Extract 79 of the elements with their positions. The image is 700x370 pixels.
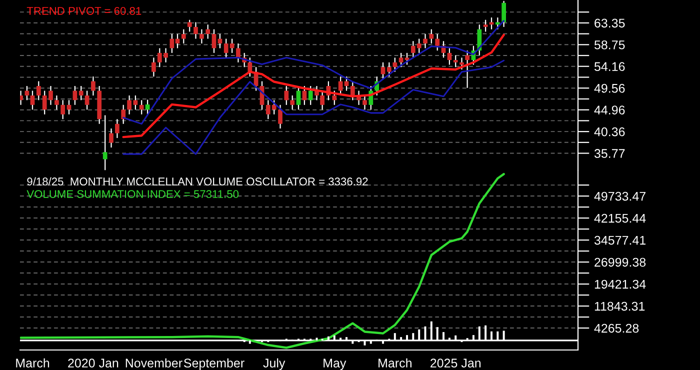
text: VOLUME SUMMATION INDEX = 57311.50	[26, 190, 239, 198]
candlestick	[429, 28, 434, 44]
candlestick	[380, 62, 386, 80]
candlestick	[78, 85, 84, 101]
candlestick	[60, 100, 66, 120]
candlestick	[290, 94, 295, 110]
candlestick	[308, 85, 313, 106]
x-tick-label: 2020 Jan	[68, 358, 118, 368]
text: 9/18/25 MONTHLY MCCLELLAN VOLUME OSCILLATOR = 3336.92	[27, 177, 368, 186]
candlestick	[54, 94, 59, 110]
candlestick	[248, 57, 252, 78]
candlestick	[127, 94, 132, 115]
candlestick	[284, 85, 289, 106]
y-tick-label: 40.36	[594, 127, 625, 136]
x-tick-label: 2025 Jan	[430, 358, 481, 368]
candlestick	[84, 90, 90, 110]
candlestick	[483, 19, 488, 32]
y-tick-label: 54.16	[594, 62, 625, 71]
x-tick-label: May	[324, 358, 346, 370]
candlestick	[447, 48, 452, 66]
x-tick-label: November	[126, 358, 182, 368]
line-series	[122, 60, 505, 155]
y-tick-label: 49.56	[594, 84, 625, 93]
candlestick	[236, 42, 240, 63]
candlestick	[139, 100, 144, 115]
candlestick	[72, 85, 78, 106]
candlestick	[212, 28, 216, 54]
candlestick	[423, 33, 428, 49]
x-tick-label: March	[378, 358, 412, 368]
candlestick	[477, 24, 482, 56]
y-tick-label: 34577.41	[594, 236, 646, 245]
candlestick	[91, 76, 96, 96]
candlestick	[350, 80, 355, 101]
y-tick-label: 42155.44	[594, 214, 646, 223]
candlestick	[206, 24, 210, 40]
candlestick	[109, 128, 114, 148]
candlestick	[121, 104, 126, 124]
candlestick	[386, 62, 392, 78]
y-tick-label: 26999.38	[594, 258, 646, 267]
y-tick-label: 35.77	[594, 149, 625, 158]
candlestick	[495, 16, 500, 30]
candlestick	[398, 52, 404, 68]
candlestick	[489, 16, 494, 30]
y-tick-label: 58.75	[594, 40, 625, 50]
x-tick-label: July	[263, 358, 286, 370]
candlestick	[115, 118, 120, 139]
y-tick-label: 4265.28	[594, 324, 639, 333]
y-tick-label: 11843.31	[594, 302, 645, 311]
candlestick	[435, 33, 440, 52]
candlestick	[502, 0, 506, 28]
candlestick	[465, 50, 470, 88]
candlestick	[102, 114, 108, 171]
candlestick	[392, 57, 398, 72]
y-tick-label: 49733.47	[594, 192, 646, 201]
candlestick	[200, 28, 204, 44]
candlestick	[296, 85, 301, 110]
candlestick	[133, 94, 138, 110]
candlestick	[24, 85, 30, 101]
candlestick	[36, 80, 41, 101]
x-tick-label: March	[16, 358, 50, 368]
text: TREND PIVOT = 60.81	[26, 6, 142, 15]
x-tick-label: September	[184, 358, 244, 370]
candlestick	[194, 22, 198, 40]
y-tick-label: 44.96	[594, 106, 625, 114]
candlestick	[453, 54, 458, 68]
candlestick	[187, 19, 192, 32]
line-series	[122, 34, 505, 138]
candlestick	[320, 90, 324, 110]
candlestick	[152, 57, 156, 78]
y-tick-label: 19421.34	[594, 280, 646, 289]
candlestick	[30, 90, 35, 110]
line-series	[20, 172, 505, 349]
y-tick-label: 63.35	[594, 18, 625, 28]
candlestick	[278, 104, 282, 130]
candlestick	[362, 94, 367, 110]
candlestick	[404, 52, 410, 66]
candlestick	[181, 28, 186, 44]
candlestick	[302, 85, 307, 106]
candlestick	[332, 90, 337, 106]
